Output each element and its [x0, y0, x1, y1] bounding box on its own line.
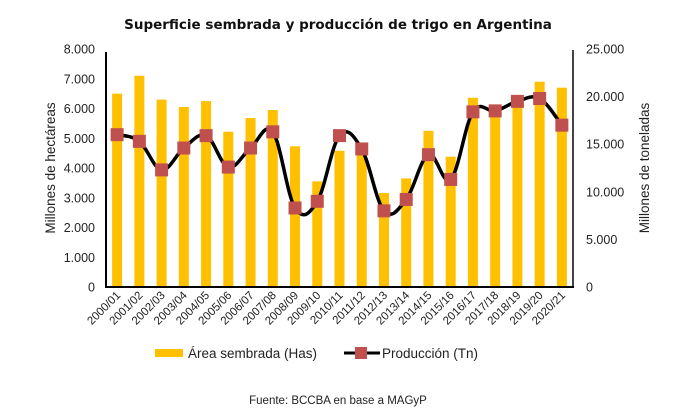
left-axis-label: Millones de hectáreas: [43, 102, 58, 234]
marker-2016/17: [466, 105, 480, 119]
bar-2018/19: [512, 99, 523, 287]
bar-series-area: [112, 75, 567, 288]
bar-2001/02: [134, 75, 145, 288]
marker-2020/21: [555, 118, 569, 132]
marker-2012/13: [377, 204, 391, 218]
bar-2004/05: [201, 101, 212, 287]
bar-2011/12: [356, 153, 367, 287]
bar-2020/21: [556, 87, 567, 287]
bar-2015/16: [445, 156, 456, 287]
bar-2000/01: [112, 93, 123, 287]
marker-2001/02: [132, 134, 146, 148]
left-tick-label: 0: [88, 281, 95, 295]
right-tick-label: 25.000: [586, 43, 624, 57]
marker-2009/10: [310, 194, 324, 208]
marker-2010/11: [333, 129, 346, 143]
bar-2005/06: [223, 131, 234, 287]
legend-label-production: Producción (Tn): [382, 346, 478, 361]
marker-2005/06: [221, 160, 235, 174]
right-tick-label: 5.000: [586, 233, 617, 247]
left-tick-label: 7.000: [64, 72, 95, 86]
marker-2002/03: [155, 163, 169, 177]
right-tick-label: 0: [586, 281, 593, 295]
marker-2019/20: [533, 92, 547, 106]
source-note: Fuente: BCCBA en base a MAGyP: [249, 395, 427, 407]
marker-2008/09: [288, 201, 302, 215]
marker-2018/19: [510, 94, 524, 108]
right-tick-label: 20.000: [586, 90, 624, 104]
left-tick-label: 8.000: [64, 43, 95, 57]
bar-2019/20: [534, 81, 545, 287]
right-tick-label: 15.000: [586, 138, 624, 152]
bar-2012/13: [378, 192, 389, 287]
legend-label-area: Área sembrada (Has): [188, 346, 317, 361]
bar-2010/11: [334, 150, 345, 287]
marker-2006/07: [244, 141, 258, 155]
marker-2003/04: [177, 141, 191, 155]
bar-2007/08: [267, 109, 278, 287]
marker-2013/14: [399, 192, 413, 206]
bar-2016/17: [467, 97, 478, 287]
left-tick-label: 1.000: [64, 251, 95, 265]
left-tick-label: 6.000: [64, 102, 95, 116]
legend-swatch-marker: [355, 347, 367, 359]
left-tick-label: 5.000: [64, 132, 95, 146]
line-series-production: [110, 92, 569, 218]
left-tick-labels: 0 1.000 2.000 3.000 4.000 5.000 6.000 7.000 8.00…: [64, 43, 95, 295]
bar-2014/15: [423, 130, 434, 287]
left-tick-label: 2.000: [64, 221, 95, 235]
bar-2017/18: [490, 111, 501, 287]
marker-2007/08: [266, 125, 280, 139]
legend: Área sembrada (Has) Producción (Tn): [155, 346, 478, 361]
right-axis-label: Millones de toneladas: [637, 102, 652, 233]
marker-2011/12: [355, 142, 369, 156]
marker-2014/15: [421, 148, 435, 162]
bar-2003/04: [178, 107, 189, 287]
marker-2000/01: [110, 128, 124, 142]
left-tick-label: 4.000: [64, 162, 95, 176]
marker-2004/05: [199, 129, 213, 143]
bar-2002/03: [156, 99, 167, 287]
marker-2015/16: [444, 172, 458, 186]
right-tick-label: 10.000: [586, 185, 624, 199]
right-tick-labels: 0 5.000 10.000 15.000 20.000 25.000: [586, 43, 624, 295]
chart-title: Superficie sembrada y producción de trig…: [124, 17, 552, 33]
bar-2006/07: [245, 118, 256, 288]
legend-swatch-area: [155, 349, 183, 357]
left-tick-label: 3.000: [64, 191, 95, 205]
marker-2017/18: [488, 104, 502, 118]
bar-2013/14: [401, 178, 412, 287]
bar-2008/09: [290, 146, 301, 287]
x-tick-labels: 2000/012001/022002/032003/042004/052005/…: [85, 289, 568, 327]
bar-2009/10: [312, 181, 323, 287]
